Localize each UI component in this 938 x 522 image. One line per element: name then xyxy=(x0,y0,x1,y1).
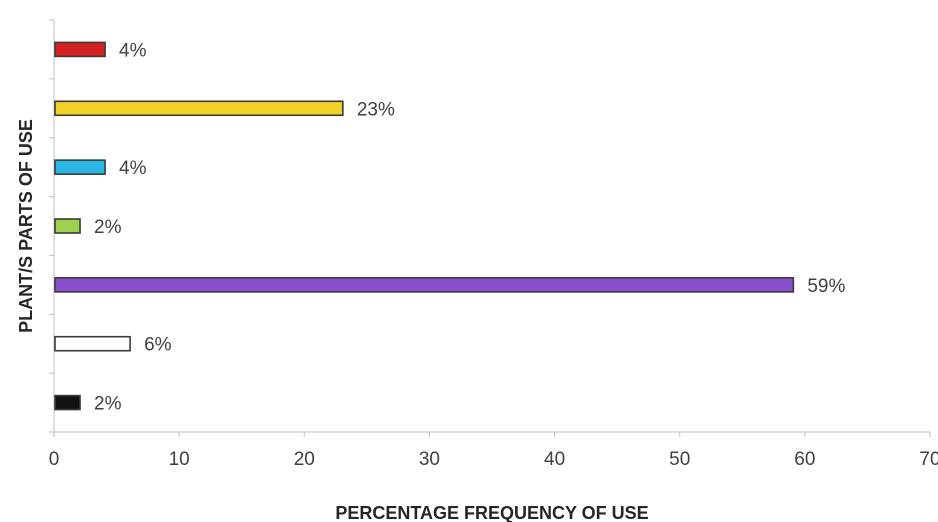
bar xyxy=(54,394,81,411)
bar xyxy=(54,218,81,234)
bar xyxy=(54,335,131,352)
data-label: 6% xyxy=(144,335,172,356)
data-label: 4% xyxy=(119,40,147,61)
bar xyxy=(54,277,795,293)
data-label: 59% xyxy=(807,276,845,297)
y-axis-title: PLANT/S PARTS OF USE xyxy=(16,119,36,333)
x-tick-label: 60 xyxy=(794,449,815,470)
x-tick-label: 0 xyxy=(49,449,60,470)
x-tick-label: 40 xyxy=(544,449,565,470)
data-label: 23% xyxy=(357,99,395,120)
data-label: 2% xyxy=(94,394,122,415)
data-label: 4% xyxy=(119,158,147,179)
x-tick-label: 30 xyxy=(419,449,440,470)
bar xyxy=(54,159,106,175)
x-axis-title: PERCENTAGE FREQUENCY OF USE xyxy=(335,503,648,522)
x-tick-label: 50 xyxy=(669,449,690,470)
bar xyxy=(54,41,106,58)
x-tick-label: 20 xyxy=(294,449,315,470)
x-tick-label: 70 xyxy=(919,449,938,470)
bar xyxy=(54,100,344,117)
data-label: 2% xyxy=(94,217,122,238)
plot-area: 0 10 20 30 40 50 60 70 4% 23% 4% 2% 59% 6% 2% xyxy=(49,19,938,470)
x-tick-label: 10 xyxy=(169,449,190,470)
